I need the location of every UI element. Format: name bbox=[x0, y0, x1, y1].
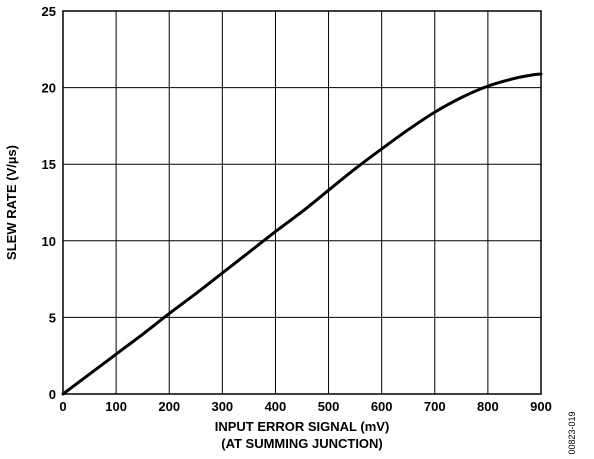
x-tick-label: 300 bbox=[211, 399, 233, 414]
y-tick-label: 0 bbox=[49, 387, 56, 402]
figure-id: 00823-019 bbox=[567, 411, 577, 454]
x-tick-label: 800 bbox=[477, 399, 499, 414]
x-tick-label: 700 bbox=[424, 399, 446, 414]
y-tick-label: 20 bbox=[42, 81, 56, 96]
series-line-0 bbox=[61, 72, 543, 396]
series-layer bbox=[61, 72, 543, 396]
x-tick-labels: 0 100 200 300 400 500 600 700 800 900 bbox=[59, 399, 551, 414]
y-tick-label: 25 bbox=[42, 4, 56, 19]
x-tick-label: 900 bbox=[530, 399, 552, 414]
grid-lines bbox=[63, 11, 541, 394]
x-tick-label: 100 bbox=[105, 399, 127, 414]
y-tick-labels: 0 5 10 15 20 25 bbox=[42, 4, 56, 402]
y-axis-title: SLEW RATE (V/µs) bbox=[4, 145, 19, 260]
y-tick-label: 10 bbox=[42, 234, 56, 249]
x-tick-label: 200 bbox=[158, 399, 180, 414]
x-tick-label: 400 bbox=[265, 399, 287, 414]
x-tick-label: 0 bbox=[59, 399, 66, 414]
y-tick-label: 5 bbox=[49, 310, 56, 325]
x-axis-title-line-2: (AT SUMMING JUNCTION) bbox=[221, 436, 383, 451]
x-tick-label: 500 bbox=[318, 399, 340, 414]
plot-frame bbox=[62, 10, 542, 395]
y-tick-label: 15 bbox=[42, 157, 56, 172]
x-axis-title-line-1: INPUT ERROR SIGNAL (mV) bbox=[215, 419, 390, 434]
x-tick-label: 600 bbox=[371, 399, 393, 414]
